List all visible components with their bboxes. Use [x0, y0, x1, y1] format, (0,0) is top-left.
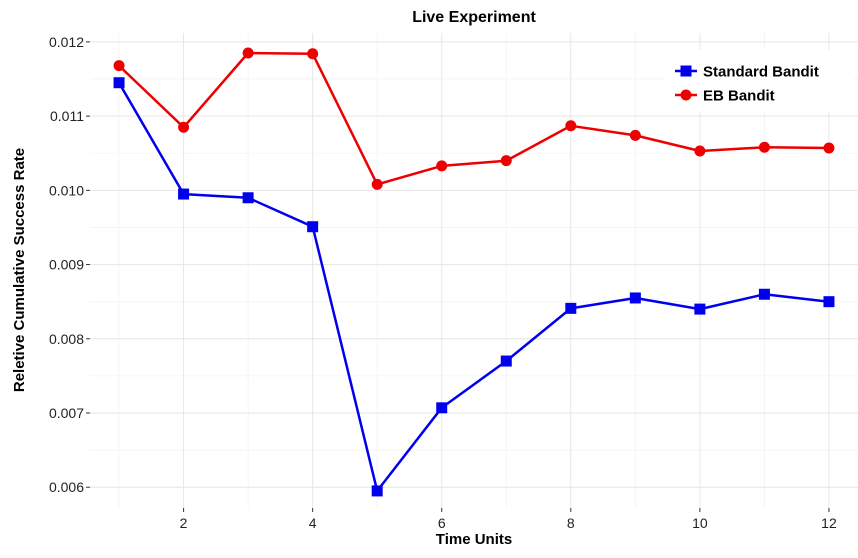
data-point-eb-bandit: [758, 141, 770, 153]
y-axis-ticks: 0.006 0.007 0.008 0.009 0.010 0.011 0.012: [49, 34, 90, 495]
legend-circle-marker: [680, 89, 692, 101]
data-point-standard-bandit: [307, 221, 319, 233]
y-tick-label: 0.009: [49, 257, 84, 273]
data-point-eb-bandit: [436, 160, 448, 172]
data-point-standard-bandit: [629, 292, 641, 304]
x-axis-title: Time Units: [436, 531, 512, 548]
legend: Standard Bandit EB Bandit: [664, 50, 854, 112]
y-tick-label: 0.006: [49, 479, 84, 495]
legend-label-eb-bandit: EB Bandit: [703, 88, 775, 105]
legend-item-eb-bandit: EB Bandit: [675, 88, 775, 105]
x-tick-label: 12: [821, 515, 837, 531]
data-point-eb-bandit: [307, 48, 319, 60]
y-axis-title: Reletive Cumulative Success Rate: [11, 148, 28, 392]
minor-gridlines: [90, 33, 858, 508]
major-gridlines: [90, 33, 858, 508]
x-tick-label: 6: [438, 515, 446, 531]
plot-background: [90, 33, 858, 508]
y-tick-label: 0.011: [50, 108, 84, 124]
legend-background: [664, 50, 854, 112]
x-tick-label: 8: [567, 515, 575, 531]
data-point-eb-bandit: [178, 121, 190, 133]
legend-square-marker: [680, 65, 692, 77]
x-tick-label: 2: [180, 515, 188, 531]
series-line-standard-bandit: [117, 82, 830, 493]
data-point-standard-bandit: [178, 188, 190, 200]
data-point-eb-bandit: [629, 129, 641, 141]
y-tick-label: 0.012: [49, 34, 84, 50]
data-point-standard-bandit: [694, 303, 706, 315]
series-layer: [113, 47, 835, 497]
data-point-standard-bandit: [565, 302, 577, 314]
x-axis-ticks: 2 4 6 8 10 12: [180, 508, 837, 531]
data-point-eb-bandit: [694, 145, 706, 157]
legend-label-standard-bandit: Standard Bandit: [703, 64, 819, 81]
data-point-standard-bandit: [242, 192, 254, 204]
x-tick-label: 4: [309, 515, 317, 531]
data-point-eb-bandit: [823, 142, 835, 154]
legend-item-standard-bandit: Standard Bandit: [675, 64, 819, 81]
series-line-eb-bandit: [118, 51, 830, 186]
data-point-standard-bandit: [500, 355, 512, 367]
data-point-eb-bandit: [371, 178, 383, 190]
data-point-eb-bandit: [500, 155, 512, 167]
chart-title: Live Experiment: [412, 9, 536, 26]
data-point-standard-bandit: [371, 485, 383, 497]
x-tick-label: 10: [692, 515, 708, 531]
data-point-eb-bandit: [565, 120, 577, 132]
data-point-standard-bandit: [758, 288, 770, 300]
data-point-eb-bandit: [242, 47, 254, 59]
y-tick-label: 0.008: [49, 331, 84, 347]
y-tick-label: 0.010: [49, 182, 84, 198]
data-point-standard-bandit: [436, 402, 448, 414]
y-tick-label: 0.007: [49, 405, 84, 421]
data-point-eb-bandit: [113, 60, 125, 72]
data-point-standard-bandit: [823, 296, 835, 308]
data-point-standard-bandit: [113, 77, 125, 89]
